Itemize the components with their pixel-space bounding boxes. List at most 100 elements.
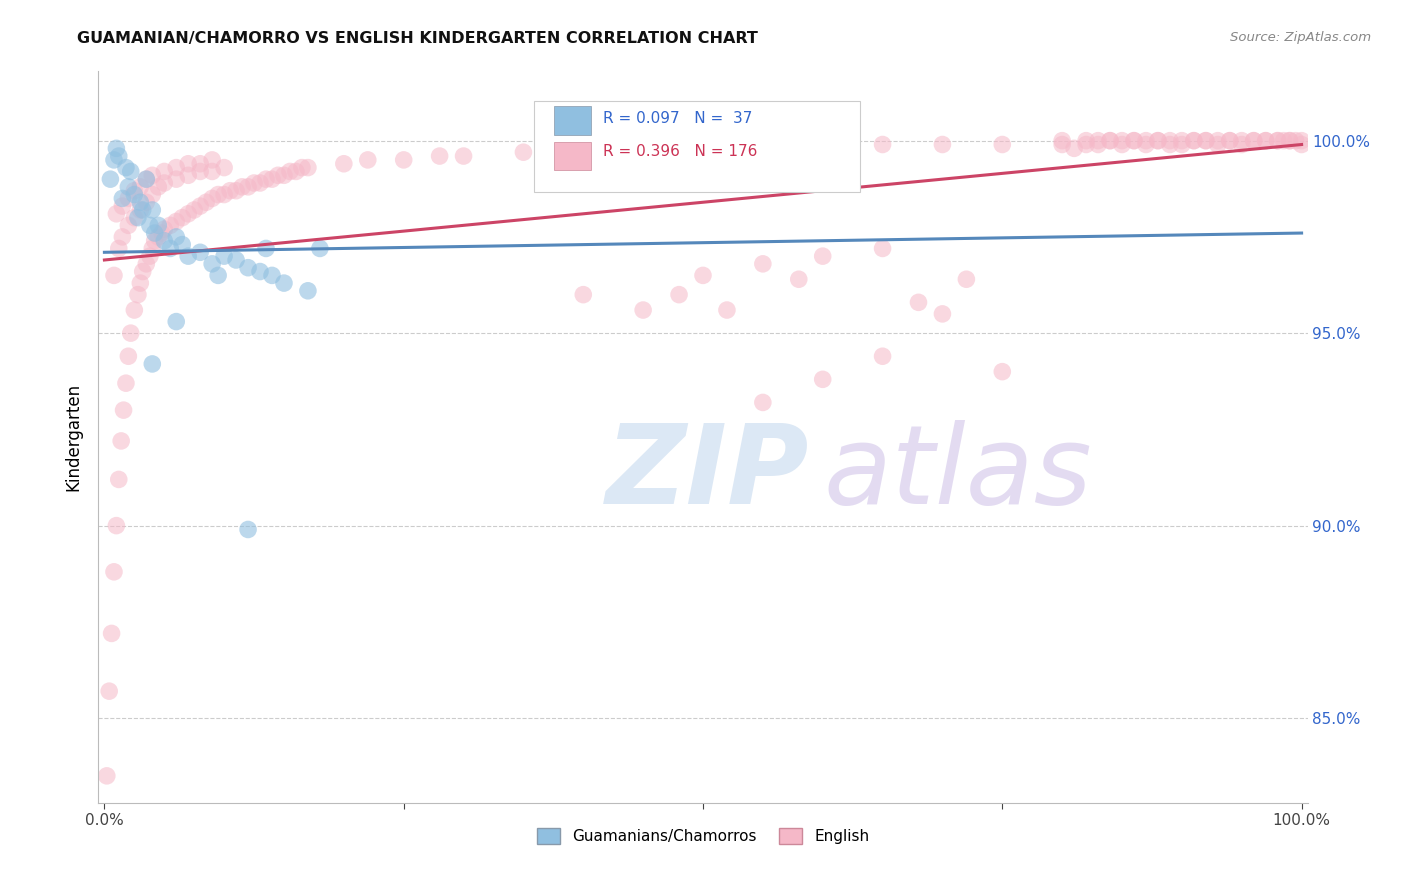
Point (201, 164, 224, 178)
Point (1267, 134, 1289, 148)
Point (153, 164, 176, 178)
Point (1171, 134, 1194, 148)
Point (124, 211, 146, 225)
Point (188, 199, 211, 213)
Point (172, 211, 194, 225)
Point (1050, 134, 1073, 148)
Point (105, 141, 128, 155)
Point (236, 523, 259, 537)
Text: atlas: atlas (824, 420, 1092, 527)
Point (195, 195, 218, 210)
Point (177, 169, 200, 183)
Point (1159, 134, 1181, 148)
Point (1254, 134, 1277, 148)
Point (716, 303, 738, 318)
Point (872, 349, 894, 363)
Point (931, 137, 953, 152)
Point (1074, 134, 1097, 148)
Point (572, 145, 595, 160)
Point (219, 184, 242, 198)
Point (1254, 134, 1277, 148)
Point (153, 234, 176, 248)
Point (201, 191, 224, 205)
Point (148, 179, 170, 194)
Point (392, 153, 415, 167)
Point (1123, 134, 1146, 148)
Point (207, 187, 229, 202)
Point (333, 157, 356, 171)
Point (872, 242, 894, 256)
Point (297, 284, 319, 298)
Point (752, 395, 775, 409)
Point (212, 187, 235, 202)
Point (225, 184, 247, 198)
Point (1147, 134, 1170, 148)
Point (107, 242, 129, 256)
Point (631, 145, 654, 160)
Point (188, 157, 211, 171)
Point (117, 191, 139, 205)
Point (177, 249, 200, 263)
Point (273, 169, 295, 183)
Point (201, 153, 224, 167)
Point (124, 303, 146, 318)
Point (1230, 134, 1253, 148)
Point (787, 272, 810, 286)
Y-axis label: Kindergarten: Kindergarten (65, 383, 83, 491)
Point (132, 264, 155, 278)
Bar (554, 106, 591, 135)
Point (177, 207, 200, 221)
Point (1206, 134, 1229, 148)
Point (752, 257, 775, 271)
Point (129, 179, 152, 194)
Point (254, 172, 277, 186)
Point (105, 518, 128, 533)
Point (1087, 134, 1109, 148)
Point (159, 219, 181, 233)
Point (135, 172, 157, 186)
Point (153, 176, 176, 190)
FancyBboxPatch shape (534, 101, 860, 192)
Point (1230, 137, 1253, 152)
Point (1195, 134, 1218, 148)
Point (278, 164, 301, 178)
Point (115, 161, 138, 175)
Point (1182, 134, 1205, 148)
Point (1243, 134, 1265, 148)
Point (100, 172, 122, 186)
Point (811, 141, 834, 155)
Point (291, 161, 314, 175)
Point (811, 249, 834, 263)
Point (111, 191, 134, 205)
Point (249, 176, 271, 190)
Point (1195, 134, 1218, 148)
Point (143, 234, 166, 248)
Point (105, 207, 128, 221)
Point (103, 268, 125, 283)
Point (188, 245, 211, 260)
Point (127, 211, 149, 225)
Point (141, 169, 163, 183)
Point (177, 157, 200, 171)
Legend: Guamanians/Chamorros, English: Guamanians/Chamorros, English (530, 822, 876, 850)
Point (225, 252, 247, 267)
Point (159, 242, 181, 256)
Point (139, 219, 162, 233)
Point (117, 349, 139, 363)
Point (111, 199, 134, 213)
Point (309, 242, 332, 256)
Point (111, 230, 134, 244)
Point (132, 202, 155, 217)
Point (117, 219, 139, 233)
Point (1135, 137, 1157, 152)
Point (124, 184, 146, 198)
Point (165, 230, 187, 244)
Point (188, 164, 211, 178)
Point (668, 287, 690, 301)
Point (165, 161, 187, 175)
Point (129, 202, 152, 217)
Point (260, 268, 283, 283)
Point (1219, 134, 1241, 148)
Point (141, 187, 163, 202)
Point (124, 187, 146, 202)
